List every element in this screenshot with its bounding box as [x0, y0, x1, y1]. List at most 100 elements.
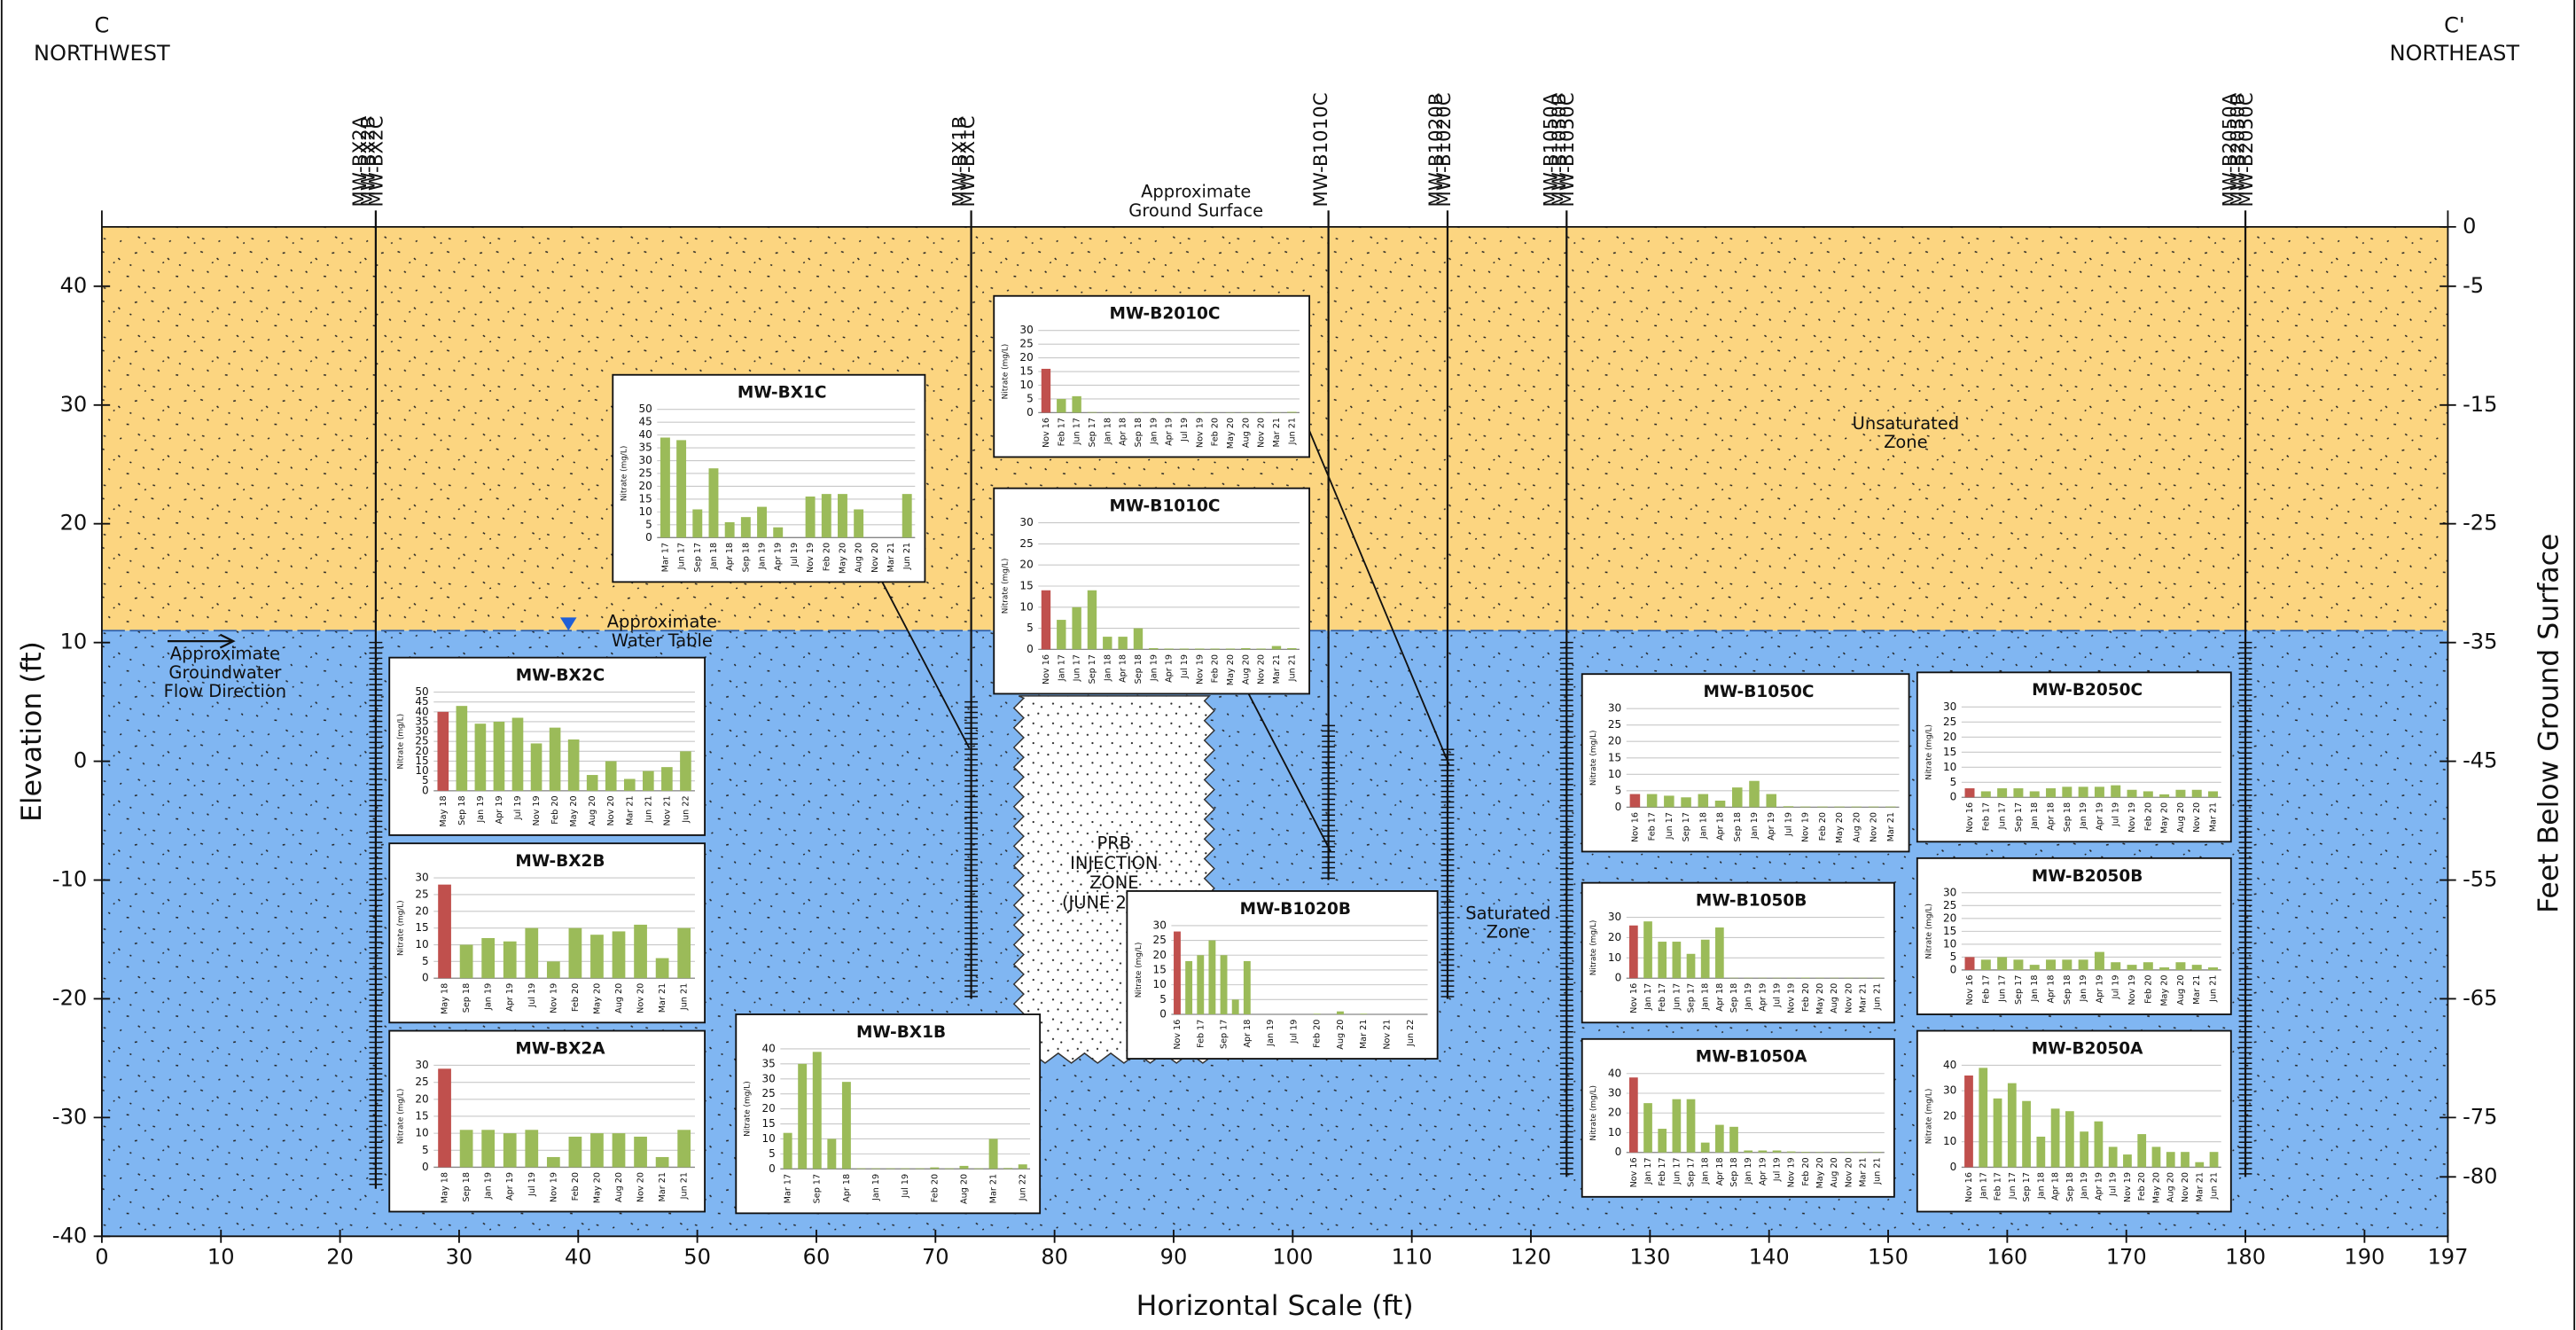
- bar: [1766, 794, 1776, 808]
- bar: [902, 494, 912, 538]
- bar: [2191, 965, 2202, 970]
- chart-y-title: Nitrate (mg/L): [1002, 559, 1011, 614]
- well-label: MW-B1020B: [1425, 93, 1448, 207]
- chart-x-tick-label: Jan 19: [2079, 975, 2088, 1003]
- chart-y-tick-label: 20: [1153, 949, 1167, 961]
- chart-y-tick-label: 5: [422, 774, 429, 786]
- chart-y-tick-label: 20: [415, 904, 428, 917]
- chart-y-tick-label: 10: [638, 505, 652, 518]
- chart-x-tick-label: Jan 19: [484, 983, 494, 1011]
- chart-y-tick-label: 20: [415, 1092, 428, 1105]
- chart-x-tick-label: Nov 19: [2123, 1172, 2133, 1202]
- nitrate-chart: MW-B1050A Nitrate (mg/L) 0 10 20 30 40 Nov 16 Ja…: [1581, 1037, 1895, 1198]
- bar: [2209, 1152, 2219, 1168]
- chart-y-tick-label: 25: [1153, 934, 1167, 946]
- chart-title: MW-BX2C: [516, 667, 605, 685]
- bar: [821, 494, 831, 538]
- chart-title: MW-BX1C: [738, 384, 827, 403]
- chart-x-tick-label: Nov 16: [1629, 983, 1639, 1013]
- bar: [530, 743, 543, 791]
- chart-x-tick-label: Jun 17: [1998, 975, 2008, 1003]
- chart-x-tick-label: Jan 19: [484, 1172, 494, 1200]
- chart-x-tick-label: Sep 17: [1088, 654, 1097, 684]
- bar: [2208, 791, 2219, 798]
- chart-x-tick-label: Sep 18: [1134, 418, 1144, 447]
- chart-y-tick-label: 25: [1019, 338, 1033, 350]
- bar: [1885, 806, 1896, 808]
- water-table-label: Water Table: [612, 630, 713, 651]
- bar: [567, 739, 580, 791]
- bar: [2013, 788, 2024, 798]
- chart-x-tick-label: Jun 21: [1873, 983, 1883, 1011]
- well-label: MW-B1010C: [1310, 92, 1332, 207]
- bar: [2046, 788, 2057, 798]
- chart-x-tick-label: Jan 18: [2030, 975, 2040, 1003]
- bar: [1241, 647, 1251, 650]
- bar: [1714, 800, 1726, 808]
- chart-x-tick-label: Jun 22: [1019, 1174, 1028, 1201]
- chart-y-tick-label: 30: [1019, 324, 1033, 336]
- flow-direction-label: Groundwater: [168, 662, 281, 683]
- nitrate-chart: MW-BX2B Nitrate (mg/L) 0 5 10 15 20 25 30 May 18 S…: [388, 842, 706, 1024]
- chart-y-title: Nitrate (mg/L): [397, 900, 406, 956]
- chart-y-tick-label: 0: [1615, 801, 1622, 813]
- chart-x-tick-label: Jun 22: [681, 795, 691, 823]
- bar: [661, 767, 673, 791]
- chart-y-tick-label: 20: [761, 1102, 775, 1115]
- chart-x-tick-label: Nov 16: [1965, 802, 1975, 833]
- bar: [2143, 962, 2153, 970]
- chart-y-tick-label: 50: [415, 685, 428, 698]
- chart-x-tick-label: Jun 17: [1672, 983, 1682, 1011]
- chart-x-tick-label: Jul 19: [1180, 654, 1190, 679]
- chart-y-tick-label: 20: [1608, 735, 1621, 747]
- bar: [2123, 1154, 2132, 1168]
- chart-x-tick-label: Jan 18: [1103, 418, 1112, 445]
- chart-x-tick-label: Jun 17: [2008, 1172, 2018, 1200]
- bar: [1997, 957, 2008, 970]
- chart-y-tick-label: 25: [638, 466, 652, 479]
- bar: [2127, 789, 2137, 798]
- chart-y-tick-label: 40: [1943, 1059, 1956, 1071]
- chart-y-tick-label: 10: [1943, 1135, 1956, 1147]
- bar: [546, 1156, 560, 1168]
- bar: [886, 1168, 895, 1170]
- bar: [2036, 1136, 2046, 1168]
- y2-tick-label: -65: [2463, 985, 2497, 1010]
- bar: [437, 711, 449, 791]
- well-label: MW-BX1C: [957, 115, 980, 207]
- bar: [1072, 606, 1081, 650]
- bar: [2191, 789, 2202, 798]
- chart-x-tick-label: Jan 18: [2030, 802, 2040, 830]
- chart-x-tick-label: Nov 19: [2127, 975, 2137, 1005]
- chart-x-tick-label: Feb 20: [571, 983, 581, 1012]
- chart-x-tick-label: Jul 19: [1773, 983, 1783, 1008]
- x-tick-label: 10: [207, 1244, 235, 1269]
- chart-x-tick-label: Nov 19: [2127, 802, 2137, 833]
- x-tick-label: 0: [95, 1244, 108, 1269]
- bar: [1686, 1099, 1696, 1153]
- bar: [438, 884, 451, 979]
- bar: [854, 509, 864, 538]
- well-label: MW-BX1B: [949, 116, 972, 207]
- bar: [974, 1168, 984, 1170]
- chart-x-tick-label: Mar 21: [1272, 418, 1282, 447]
- chart-y-tick-label: 5: [1159, 993, 1167, 1005]
- chart-y-tick-label: 10: [415, 938, 428, 951]
- bar: [1643, 1103, 1652, 1153]
- bar: [2094, 951, 2104, 970]
- chart-y-tick-label: 10: [1943, 937, 1956, 950]
- bar: [773, 527, 784, 538]
- well-label: MW-B1020C: [1433, 92, 1456, 207]
- chart-x-tick-label: Mar 21: [989, 1174, 999, 1203]
- chart-y-tick-label: 10: [761, 1132, 775, 1145]
- chart-x-tick-label: Jan 17: [1979, 1172, 1988, 1200]
- bar: [1164, 648, 1174, 650]
- x-tick-label: 197: [2427, 1244, 2468, 1269]
- bar: [2007, 1083, 2017, 1168]
- chart-x-tick-label: Nov 21: [1383, 1020, 1393, 1050]
- chart-x-tick-label: Jan 18: [2036, 1172, 2046, 1200]
- bar: [1749, 780, 1760, 808]
